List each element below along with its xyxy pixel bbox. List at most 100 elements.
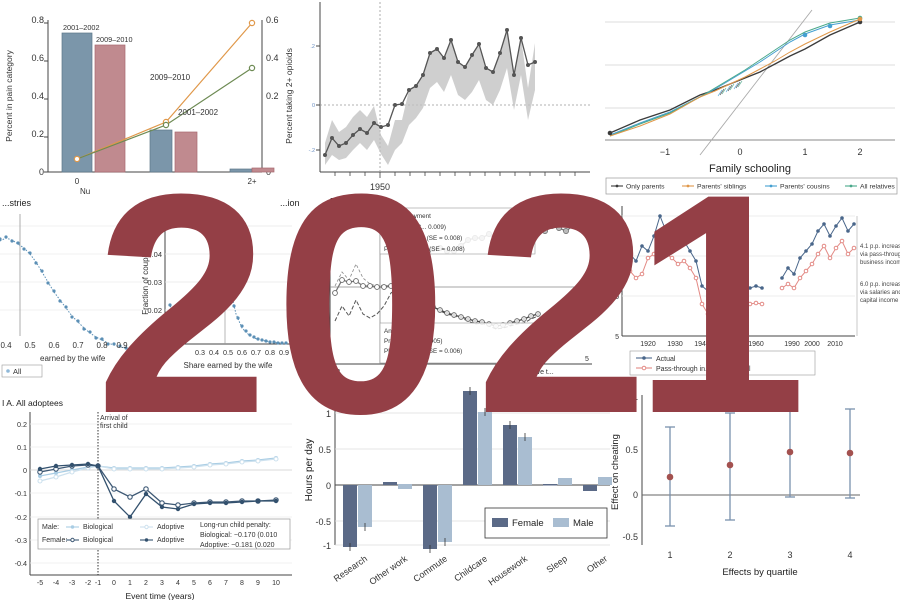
svg-text:1990: 1990 [784,341,800,348]
svg-text:Pass-through in...at 1980 leve: Pass-through in...at 1980 level [656,366,751,373]
svg-text:-.2: -.2 [309,148,315,154]
svg-text:Actual: Actual [656,356,676,363]
svg-text:0.6: 0.6 [266,15,279,25]
svg-text:-0.3: -0.3 [15,536,27,545]
svg-text:1950: 1950 [370,182,390,192]
svg-text:-23: -23 [330,369,340,376]
svg-text:earned by the wife: earned by the wife [40,354,106,363]
svg-text:2: 2 [144,580,148,587]
svg-text:Percent in pain category: Percent in pain category [4,49,14,141]
svg-text:first child: first child [100,423,128,430]
svg-text:0.5: 0.5 [223,348,233,357]
svg-text:capital income: capital income [860,298,899,304]
svg-text:I A. All adoptees: I A. All adoptees [2,398,63,408]
svg-text:2009–2010: 2009–2010 [150,73,191,82]
svg-text:-3: -3 [69,580,75,587]
svg-text:2001–2002: 2001–2002 [178,108,219,117]
svg-text:Arrival of: Arrival of [100,415,128,422]
svg-text:0.6: 0.6 [48,341,60,350]
svg-text:business income: business income [860,260,900,266]
svg-text:1930: 1930 [667,341,683,348]
svg-text:0: 0 [326,481,331,491]
svg-text:0.1: 0.1 [17,443,27,452]
svg-text:9: 9 [256,580,260,587]
svg-text:1: 1 [667,550,672,560]
svg-text:n year relative t...: n year relative t... [500,369,554,376]
svg-text:0: 0 [312,103,315,109]
svg-text:10: 10 [272,580,280,587]
svg-text:Biological: −0.170 (0.010: Biological: −0.170 (0.010 [200,532,277,539]
svg-text:Post-Medicaid t (SE = 0.0: Post-Medicaid t (SE = 0.008) [384,246,465,253]
svg-text:1920: 1920 [640,341,656,348]
svg-text:0: 0 [23,466,27,475]
svg-text:2+: 2+ [247,177,256,186]
svg-text:2000: 2000 [804,341,820,348]
svg-text:Family schooling: Family schooling [709,163,791,175]
svg-text:0.7: 0.7 [251,348,261,357]
svg-text:0: 0 [112,580,116,587]
svg-text:0.4: 0.4 [31,91,44,101]
svg-text:Phase-in trend (SE = 0.0: Phase-in trend (SE = 0.008) [384,235,462,242]
svg-text:Any employment: Any employment [384,213,431,220]
svg-text:−1: −1 [660,147,670,157]
svg-text:Adoptive: Adoptive [157,537,184,544]
svg-text:...stries: ...stries [2,198,32,208]
svg-text:4: 4 [176,580,180,587]
svg-text:0.2: 0.2 [17,420,27,429]
svg-text:Percent taking 2+ opioids: Percent taking 2+ opioids [284,48,294,144]
svg-text:-0.5: -0.5 [622,532,638,542]
svg-text:-0.4: -0.4 [15,559,27,568]
svg-text:0.9: 0.9 [279,348,289,357]
svg-text:Male: Male [573,518,594,529]
svg-text:Female:: Female: [42,537,67,544]
svg-text:2: 2 [727,550,732,560]
svg-text:5: 5 [615,334,619,341]
svg-text:1: 1 [326,409,331,419]
svg-text:1960: 1960 [748,341,764,348]
svg-text:0.6: 0.6 [31,53,44,63]
svg-text:-5: -5 [37,580,43,587]
svg-text:-0.6: -0.6 [315,342,327,349]
svg-text:0.5: 0.5 [318,445,331,455]
svg-text:Effects by quartile: Effects by quartile [722,567,797,578]
svg-text:4: 4 [847,550,852,560]
svg-text:7: 7 [224,580,228,587]
svg-text:Adoptive: −0.181 (0.020: Adoptive: −0.181 (0.020 [200,542,275,549]
svg-text:Event time (years): Event time (years) [126,591,195,600]
svg-text:Fraction of couples: Fraction of couples [141,247,150,315]
svg-text:0.8: 0.8 [265,348,275,357]
svg-text:8: 8 [240,580,244,587]
svg-text:-1: -1 [95,580,101,587]
svg-text:via pass-through: via pass-through [860,252,900,258]
svg-text:via salaries and other: via salaries and other [860,290,900,296]
svg-text:2001–2002: 2001–2002 [63,23,100,32]
svg-text:Parents' siblings: Parents' siblings [697,184,747,191]
svg-text:0.2: 0.2 [31,129,44,139]
svg-text:-2: -2 [85,580,91,587]
svg-text:...ion: ...ion [280,198,300,208]
svg-text:-0.4: -0.4 [315,323,327,330]
svg-text:6.0 p.p. increase: 6.0 p.p. increase [860,282,900,288]
svg-text:4.1 p.p. increase: 4.1 p.p. increase [860,244,900,250]
svg-text:Hours per day: Hours per day [304,439,315,502]
svg-text:-0.2: -0.2 [315,304,327,311]
svg-text:Commute: Commute [411,553,449,584]
svg-text:6: 6 [208,580,212,587]
svg-text:0.4: 0.4 [266,53,279,63]
svg-text:0.5: 0.5 [24,341,36,350]
svg-text:0.8: 0.8 [317,213,327,220]
svg-text:0: 0 [158,340,162,349]
svg-text:...ame industry a: ...ame industry a [163,218,230,228]
svg-text:.2: .2 [310,44,315,50]
svg-text:0: 0 [737,147,742,157]
svg-text:Long-run child penalty:: Long-run child penalty: [200,522,271,529]
svg-text:Share of ...: Share of ... [605,259,612,293]
svg-text:0.4: 0.4 [317,251,327,258]
svg-text:5: 5 [192,580,196,587]
svg-text:10: 10 [611,294,619,301]
svg-text:0.8: 0.8 [31,15,44,25]
svg-text:-0.1: -0.1 [15,489,27,498]
svg-text:0.6: 0.6 [237,348,247,357]
svg-text:0: 0 [75,177,80,186]
svg-text:Housework: Housework [487,553,530,587]
